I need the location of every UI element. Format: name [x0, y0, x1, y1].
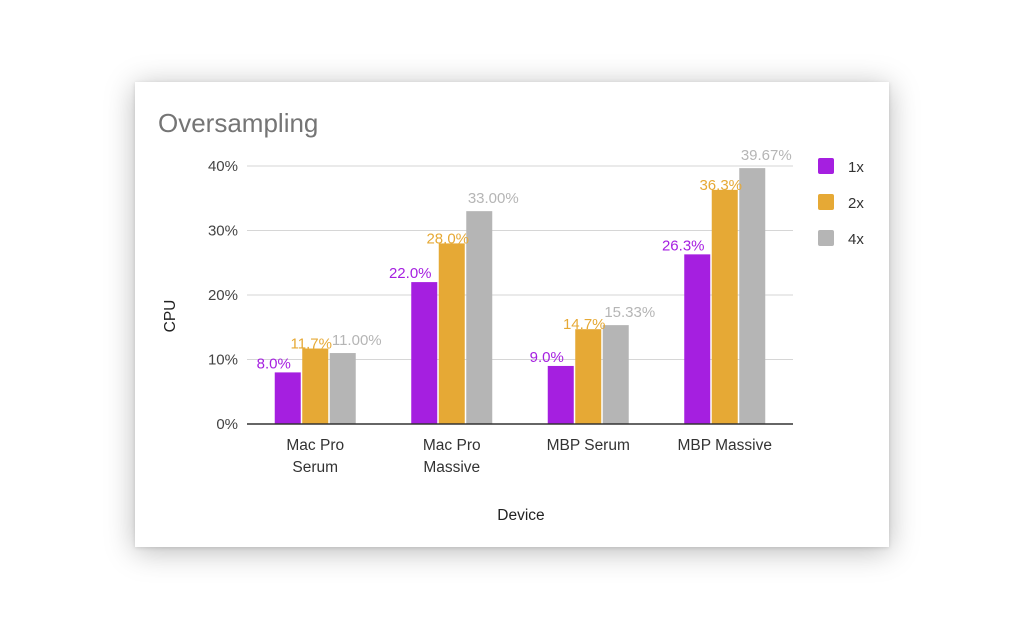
- data-label-2x: 11.7%: [291, 336, 332, 353]
- x-axis-title: Device: [497, 507, 544, 524]
- chart-title: Oversampling: [158, 108, 318, 138]
- bar-1x: [684, 254, 711, 424]
- x-category-label: Serum: [292, 459, 338, 476]
- y-tick-label: 20%: [208, 287, 238, 304]
- y-tick-label: 30%: [208, 223, 238, 240]
- data-labels: 8.0%11.7% 11.00% 22.0% 28.0% 33.00% 9.0% 14.7%…: [257, 147, 792, 372]
- y-axis-ticks: 0% 10% 20% 30% 40%: [208, 158, 238, 433]
- data-label-2x: 14.7%: [563, 316, 606, 333]
- bar-2x: [575, 329, 602, 424]
- legend: 1x 2x 4x: [818, 158, 864, 248]
- data-label-2x: 28.0%: [426, 230, 469, 247]
- gridlines: [247, 165, 793, 360]
- data-label-4x: 11.00%: [332, 332, 382, 349]
- bar-4x: [329, 353, 356, 424]
- legend-label-2x: 2x: [848, 195, 864, 212]
- data-label-4x: 39.67%: [741, 147, 792, 164]
- legend-swatch-2x: [818, 194, 834, 210]
- x-category-label: MBP Serum: [547, 437, 630, 454]
- bar-4x: [466, 211, 493, 424]
- data-label-4x: 15.33%: [604, 304, 655, 321]
- legend-label-4x: 4x: [848, 231, 864, 248]
- x-axis-categories: Mac Pro Serum Mac Pro Massive MBP Serum MBP M…: [286, 437, 772, 476]
- y-tick-label: 10%: [208, 352, 238, 369]
- y-tick-label: 0%: [216, 416, 238, 433]
- legend-swatch-4x: [818, 230, 834, 246]
- y-axis-title: CPU: [162, 300, 179, 333]
- y-tick-label: 40%: [208, 158, 238, 175]
- legend-label-1x: 1x: [848, 159, 864, 176]
- x-category-label: MBP Massive: [678, 437, 772, 454]
- legend-swatch-1x: [818, 158, 834, 174]
- x-category-label: Mac Pro: [286, 437, 344, 454]
- chart-card: Oversampling 0% 10% 20% 30% 40% 8.0% 11.7% 11.…: [135, 82, 889, 547]
- bars: [274, 168, 766, 424]
- bar-1x: [547, 365, 574, 424]
- bar-2x: [711, 189, 738, 424]
- bar-chart: Oversampling 0% 10% 20% 30% 40% 8.0%11.7% 11.…: [158, 108, 864, 524]
- bar-2x: [438, 243, 465, 424]
- data-label-4x: 33.00%: [468, 190, 519, 207]
- bar-1x: [274, 372, 301, 424]
- x-category-label: Massive: [423, 459, 480, 476]
- bar-2x: [302, 348, 329, 424]
- data-label-2x: 36.3%: [699, 177, 742, 194]
- data-label-1x: 9.0%: [530, 349, 564, 366]
- data-label-1x: 22.0%: [389, 265, 432, 282]
- bar-1x: [411, 282, 438, 424]
- x-category-label: Mac Pro: [423, 437, 481, 454]
- data-label-1x: 8.0%: [257, 355, 291, 372]
- bar-4x: [602, 325, 629, 424]
- bar-4x: [739, 168, 766, 424]
- data-label-1x: 26.3%: [662, 237, 705, 254]
